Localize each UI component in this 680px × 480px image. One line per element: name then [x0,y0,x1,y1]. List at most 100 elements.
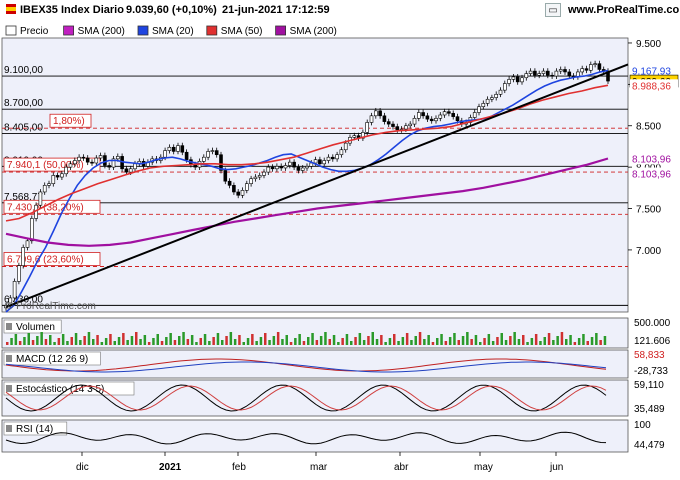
volume-bar [319,336,323,345]
volume-bar [483,338,486,345]
candle-body [361,132,365,139]
candle-body [442,111,447,116]
compact-view-button[interactable]: ▭ [545,3,561,17]
fib-label-box [3,199,101,214]
volume-bar [139,339,142,345]
sma200-line [5,157,609,247]
candle-body [262,171,266,176]
volume-bar [40,332,43,345]
volume-bar [182,332,185,345]
candle-body [245,183,249,191]
volume-bar [337,342,340,345]
candle-body [322,160,327,165]
volume-bar [268,340,271,345]
candle-body [133,163,137,170]
candle-body [98,155,103,159]
volume-bar [233,339,237,345]
candle-body [77,156,81,161]
volume-bar [388,338,392,345]
candle-body [73,160,77,165]
candle-body [520,77,524,83]
candle-body [21,247,26,266]
candle-body [537,73,542,76]
flag-icon [6,4,16,17]
candle-body [12,281,17,299]
site-link[interactable]: www.ProRealTime.com [568,4,680,16]
volume-bar [547,333,551,345]
candle-body [533,70,537,76]
candle-body [502,83,507,91]
volume-bar [496,337,499,345]
volume-bar [190,335,194,345]
candle-body [386,121,391,125]
candle-body [266,166,271,173]
volume-bar [436,338,439,345]
candle-body [275,166,279,170]
volume-bar [27,333,30,345]
legend-label: SMA (50) [221,26,263,37]
volume-bar [470,339,473,345]
volume-bar [96,335,99,345]
volume-bar [517,339,521,345]
volume-bar [380,335,383,345]
legend-swatch [5,25,17,36]
candle-body [550,74,554,77]
fib-label: 7.430,3 (38,20%) [7,202,84,213]
volume-bar [543,337,546,345]
volume-bar [354,337,357,345]
volume-bar [418,332,422,345]
volume-bar [595,333,598,345]
volume-bar [397,341,400,345]
candle-body [584,68,589,71]
volume-bar [221,340,224,345]
value-box [630,152,678,165]
candle-body [124,168,129,173]
volume-bar [10,338,13,345]
volume-bar [173,340,177,345]
volume-bar [522,335,525,345]
volume-bar [143,335,147,345]
value-box-label: 9.167,93 [632,66,671,77]
subpanel-swatch [6,323,12,330]
y-tick-label: 7.000 [636,246,661,257]
volume-bar [556,336,559,345]
volume-bar [345,334,349,345]
volume-bar [109,334,112,345]
volume-bar [49,335,52,345]
subpanel-legend-box [3,351,101,366]
volume-bar [246,338,250,345]
volume-bar [444,341,448,345]
candle-body [425,115,430,120]
candle-body [214,150,219,156]
volume-bar [586,341,589,345]
candle-body [545,70,550,76]
candle-body [313,159,318,164]
candle-body [335,154,339,160]
trendline [5,63,629,308]
volume-bar [603,336,607,345]
candle-body [296,166,301,171]
legend-label: Precio [20,26,49,37]
candle-body [455,116,460,122]
subpanel-1 [1,349,629,379]
subpanel-name: Volumen [16,322,55,333]
candle-body [90,161,94,164]
subpanel-legend-box [3,421,68,436]
candle-body [171,146,176,152]
candle-body [580,68,585,73]
volume-bar [328,339,331,345]
volume-bar [560,332,564,345]
candle-body [352,135,357,138]
candle-body [515,76,520,83]
candle-body [107,165,111,168]
volume-bar [79,340,82,345]
volume-bar [509,336,512,345]
candle-body [103,155,107,166]
candle-body [382,115,387,122]
candle-body [507,79,511,84]
candle-body [55,175,60,178]
candle-body [343,142,348,151]
candle-body [330,156,335,160]
candle-body [404,125,408,130]
